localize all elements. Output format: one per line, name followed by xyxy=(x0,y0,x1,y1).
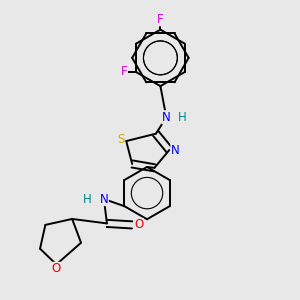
Text: O: O xyxy=(52,262,61,275)
Text: F: F xyxy=(121,65,128,79)
Text: H: H xyxy=(178,111,187,124)
Text: H: H xyxy=(83,193,92,206)
Text: N: N xyxy=(162,111,171,124)
Text: S: S xyxy=(117,133,124,146)
Text: F: F xyxy=(157,13,164,26)
Text: N: N xyxy=(171,143,180,157)
Text: O: O xyxy=(134,218,143,231)
Text: N: N xyxy=(100,193,108,206)
